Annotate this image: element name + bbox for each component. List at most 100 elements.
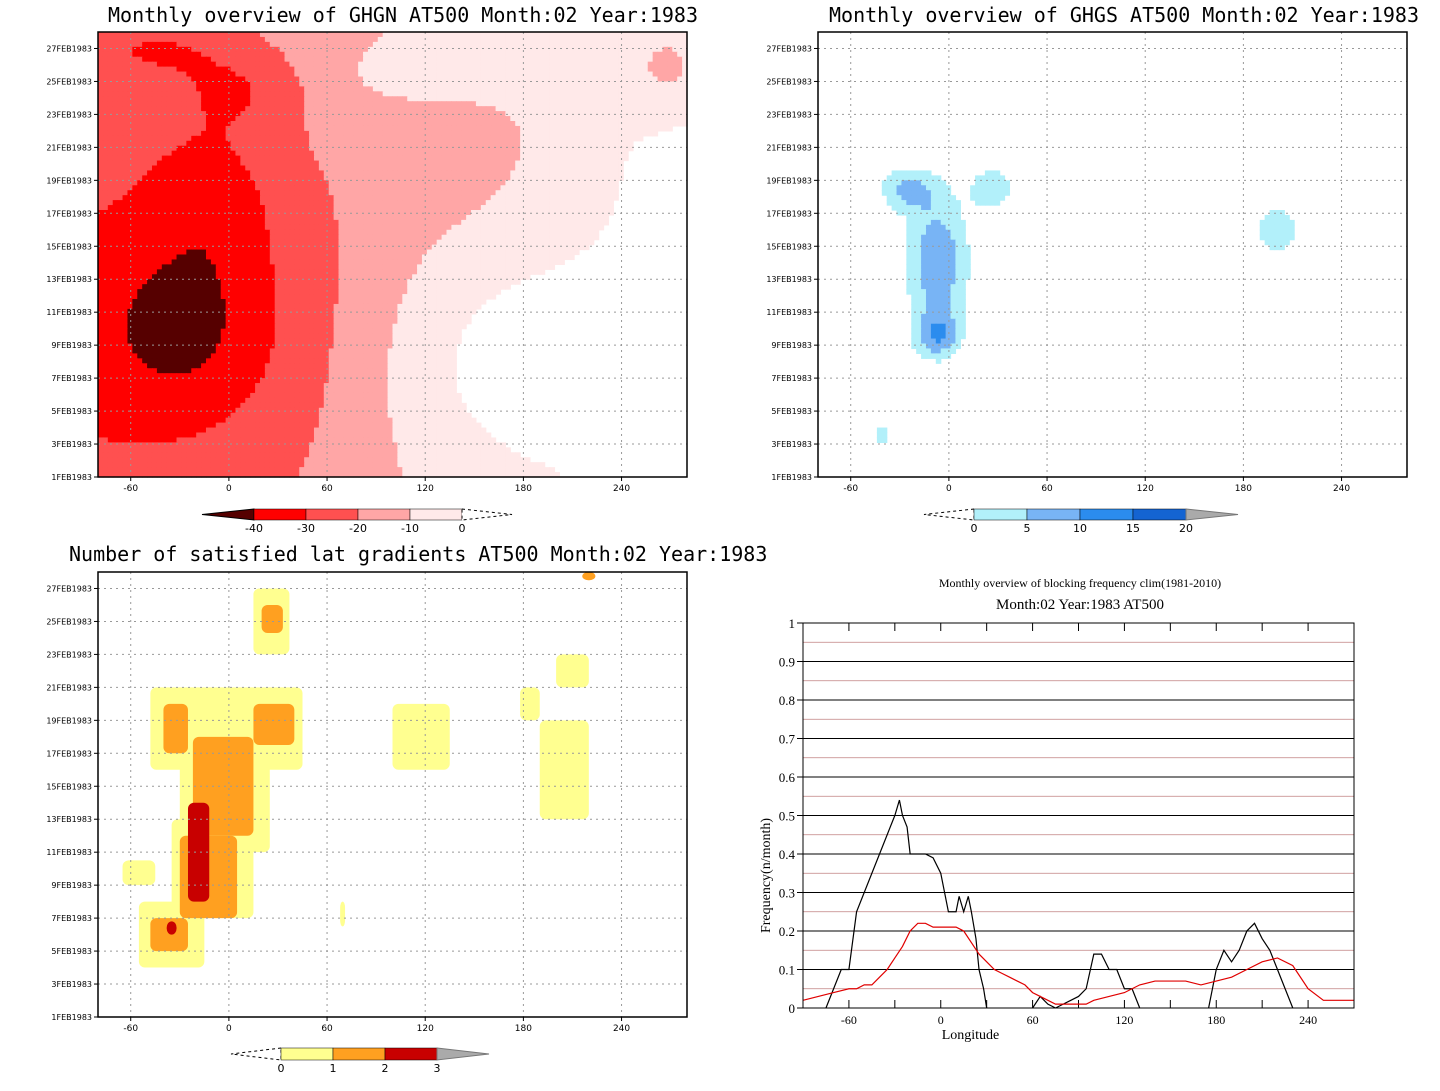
ghgn-cell: [142, 111, 148, 117]
ghgn-cell: [471, 224, 477, 231]
ghgn-cell: [397, 81, 403, 87]
ghgn-cell: [677, 61, 683, 68]
ghgn-cell: [677, 71, 683, 78]
ghgn-cell: [117, 224, 124, 231]
ghgn-cell: [122, 150, 129, 157]
ghgn-cell: [387, 32, 394, 38]
ghgn-cell: [191, 106, 197, 112]
ghgn-cell: [166, 200, 173, 206]
ghgn-cell: [603, 135, 610, 142]
ghgn-cell: [343, 116, 349, 122]
ghgn-cell: [358, 229, 364, 236]
ghgn-cell: [151, 111, 158, 117]
ghgn-cell: [353, 71, 359, 78]
ghgn-cell: [191, 200, 197, 206]
ghgn-cell: [628, 121, 634, 127]
ghgn-cell: [500, 229, 506, 236]
ghgn-cell: [544, 214, 551, 221]
ghgn-cell: [142, 125, 148, 132]
ghgn-cell: [426, 86, 433, 92]
ghgn-cell: [603, 66, 610, 73]
ghgn-cell: [456, 195, 462, 201]
ghgn-cell: [520, 32, 526, 38]
ghgn-cell: [250, 249, 256, 256]
ghgn-cell: [618, 61, 624, 68]
ghgn-cell: [500, 214, 506, 221]
ghgn-cell: [333, 86, 340, 92]
ghgn-cell: [588, 91, 595, 97]
ghgn-cell: [603, 111, 610, 117]
ghgn-cell: [574, 130, 580, 137]
ghgn-cell: [127, 56, 133, 63]
ghgn-cell: [161, 234, 168, 241]
ghgn-cell: [230, 229, 237, 236]
ghgn-cell: [205, 219, 212, 226]
ghgn-cell: [446, 51, 452, 58]
ghgn-cell: [461, 244, 467, 251]
ghgn-cell: [250, 81, 256, 87]
ghgn-cell: [299, 140, 305, 147]
ghgn-cell: [436, 200, 443, 206]
ghgn-cell: [215, 41, 222, 48]
ghgn-cell: [559, 121, 565, 127]
ghgn-cell: [186, 116, 192, 122]
ghgn-cell: [147, 81, 153, 87]
ghgn-cell: [102, 234, 109, 241]
ghgn-cell: [466, 239, 472, 246]
ghgn-cell: [338, 249, 345, 256]
ghgn-cell: [338, 160, 345, 167]
ghgn-cell: [142, 86, 148, 92]
ghgn-cell: [137, 46, 143, 53]
ghgn-cell: [171, 32, 178, 38]
ghgn-cell: [304, 81, 310, 87]
ghgn-cell: [579, 36, 585, 43]
ghgn-cell: [392, 219, 399, 226]
ghgn-cell: [652, 41, 659, 48]
ghgn-cell: [181, 239, 187, 246]
ghgn-cell: [392, 170, 399, 176]
ghgn-cell: [426, 210, 433, 216]
ghgn-cell: [642, 130, 649, 137]
ghgn-cell: [166, 130, 173, 137]
ghgn-cell: [279, 32, 286, 38]
ghgn-cell: [579, 185, 585, 191]
ghgn-cell: [569, 81, 575, 87]
ghgn-cell: [647, 41, 654, 48]
ghgn-cell: [142, 145, 148, 152]
ghgn-cell: [529, 106, 536, 112]
ghgn-cell: [475, 56, 482, 63]
ghgn-cell: [598, 106, 605, 112]
ghgn-cell: [98, 224, 104, 231]
ghgn-cell: [205, 71, 212, 78]
ghgn-cell: [554, 165, 560, 172]
ghgn-cell: [117, 150, 124, 157]
ghgn-cell: [176, 190, 183, 196]
ghgn-cell: [255, 91, 261, 97]
ghgn-cell: [176, 244, 183, 251]
ghgn-cell: [490, 239, 497, 246]
ghgn-cell: [142, 76, 148, 83]
ghgn-cell: [142, 155, 148, 162]
ghgn-cell: [471, 214, 477, 221]
ghgn-cell: [353, 56, 359, 63]
ghgn-cell: [431, 239, 438, 246]
ghgn-cell: [539, 244, 546, 251]
ghgn-cell: [456, 46, 462, 53]
ghgn-cell: [363, 135, 369, 142]
ghgn-cell: [112, 234, 119, 241]
ghgn-cell: [510, 239, 516, 246]
ghgn-cell: [142, 160, 148, 167]
ghgn-cell: [338, 155, 345, 162]
ghgn-cell: [304, 239, 310, 246]
ghgn-cell: [579, 200, 585, 206]
ghgn-cell: [127, 41, 133, 48]
ghgn-cell: [515, 140, 521, 147]
ghgn-cell: [161, 46, 168, 53]
ghgn-cell: [397, 101, 403, 107]
ghgn-cell: [367, 249, 374, 256]
ghgn-cell: [333, 224, 340, 231]
ghgn-cell: [392, 145, 399, 152]
ghgn-cell: [225, 165, 232, 172]
ghgn-cell: [500, 155, 506, 162]
ghgn-cell: [323, 170, 330, 176]
